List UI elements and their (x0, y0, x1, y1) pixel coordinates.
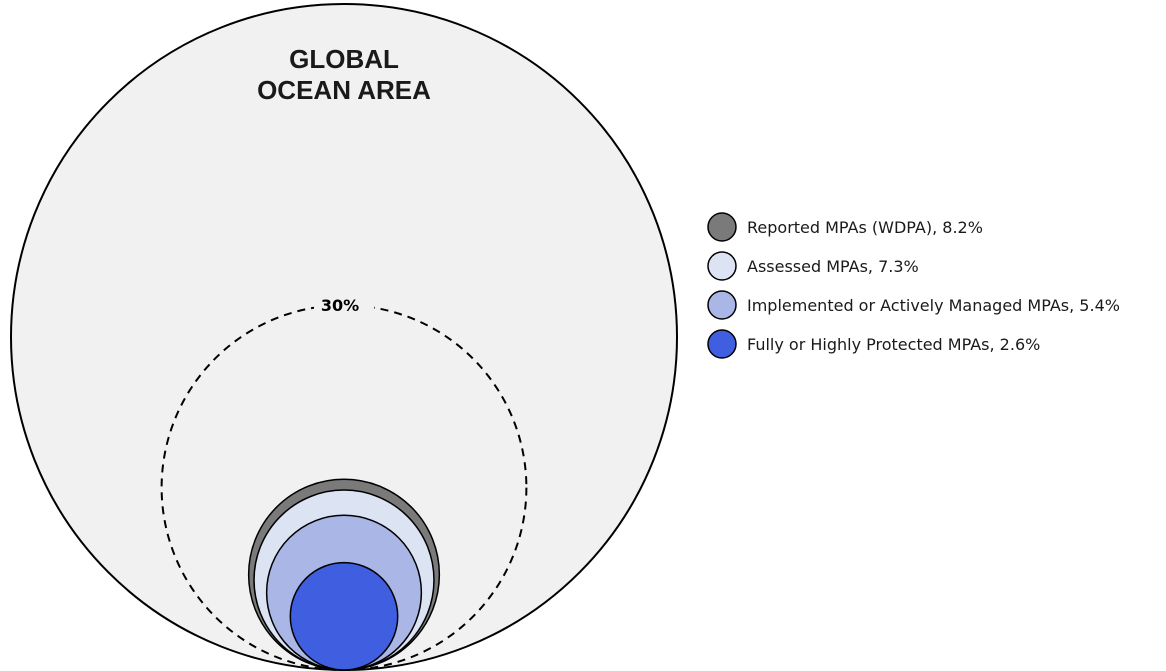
chart-title-line-2: OCEAN AREA (257, 75, 431, 105)
legend-label-1: Reported MPAs (WDPA), 8.2% (747, 218, 983, 237)
series-circles (247, 478, 441, 671)
legend-swatch-1 (707, 212, 737, 242)
target-label-background (314, 293, 374, 318)
chart-title-line-1: GLOBAL (289, 44, 399, 74)
legend-swatch-2 (707, 251, 737, 281)
legend-label-4: Fully or Highly Protected MPAs, 2.6% (747, 335, 1040, 354)
series-circle-4 (289, 561, 399, 671)
legend-swatch-4 (707, 329, 737, 359)
legend-label-2: Assessed MPAs, 7.3% (747, 257, 919, 276)
legend: Reported MPAs (WDPA), 8.2% Assessed MPAs,… (707, 212, 1120, 359)
legend-label-3: Implemented or Actively Managed MPAs, 5.… (747, 296, 1120, 315)
legend-swatch-3 (707, 290, 737, 320)
target-30-percent-label: 30% (321, 296, 359, 315)
